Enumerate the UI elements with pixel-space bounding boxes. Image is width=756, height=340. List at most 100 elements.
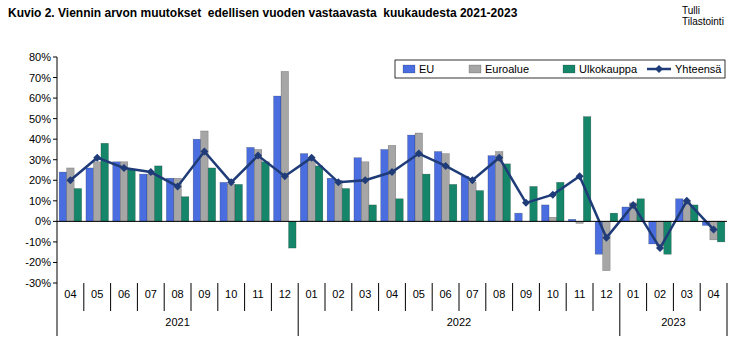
x-tick xyxy=(110,283,111,311)
legend-key xyxy=(563,65,575,73)
marker xyxy=(227,178,235,186)
x-tick xyxy=(459,283,460,311)
y-tick-label: -30% xyxy=(25,277,51,289)
marker xyxy=(710,226,718,234)
group-separator xyxy=(57,283,58,336)
y-tick xyxy=(53,118,57,119)
y-tick-label: 50% xyxy=(29,113,51,125)
legend-box xyxy=(395,60,725,78)
x-tick-label: 08 xyxy=(171,288,183,300)
bar xyxy=(710,221,718,239)
x-tick xyxy=(539,283,540,311)
marker xyxy=(415,150,423,158)
x-tick xyxy=(673,283,674,311)
x-tick-label: 11 xyxy=(574,288,585,300)
bar xyxy=(361,162,369,222)
x-tick-label: 06 xyxy=(439,288,451,300)
marker xyxy=(174,182,182,190)
bar xyxy=(610,213,618,221)
bar xyxy=(181,197,189,222)
x-tick-label: 11 xyxy=(252,288,263,300)
y-tick xyxy=(53,159,57,160)
bar xyxy=(423,174,431,221)
title: Kuvio 2. Viennin arvon muutokset edellis… xyxy=(8,6,518,20)
y-tick-label: 20% xyxy=(29,174,51,186)
bar xyxy=(74,188,82,221)
bar xyxy=(549,217,557,221)
y-tick xyxy=(53,98,57,99)
x-tick-label: 05 xyxy=(91,288,103,300)
x-tick xyxy=(485,283,486,311)
bar xyxy=(335,180,343,221)
bar xyxy=(469,182,477,221)
bar xyxy=(476,191,484,222)
marker xyxy=(388,168,396,176)
marker xyxy=(200,148,208,156)
bar xyxy=(408,135,416,221)
marker xyxy=(120,164,128,172)
y-tick xyxy=(53,180,57,181)
y-tick-label: 60% xyxy=(29,92,51,104)
marker xyxy=(683,197,691,205)
marker xyxy=(66,176,74,184)
bar xyxy=(262,162,270,222)
bar xyxy=(128,170,136,221)
chart: Kuvio 2. Viennin arvon muutokset edellis… xyxy=(0,0,756,340)
bar xyxy=(308,160,316,222)
bar xyxy=(247,147,255,221)
marker xyxy=(656,244,664,252)
bar xyxy=(120,162,128,222)
bar xyxy=(254,149,262,221)
bar xyxy=(717,221,725,242)
x-tick-label: 09 xyxy=(198,288,210,300)
marker xyxy=(495,154,503,162)
x-tick-label: 03 xyxy=(359,288,371,300)
y-tick-label: 80% xyxy=(29,51,51,63)
y-tick-label: 40% xyxy=(29,133,51,145)
bar xyxy=(530,186,538,221)
x-tick xyxy=(244,283,245,311)
marker xyxy=(576,172,584,180)
bar xyxy=(388,145,396,221)
y-tick xyxy=(53,221,57,222)
marker xyxy=(147,168,155,176)
bar xyxy=(274,96,282,221)
legend-key xyxy=(403,65,415,73)
y-tick xyxy=(53,262,57,263)
x-tick-label: 02 xyxy=(332,288,344,300)
x-tick xyxy=(432,283,433,311)
x-tick xyxy=(700,283,701,311)
bar xyxy=(369,205,377,221)
marker xyxy=(254,152,262,160)
legend-label: EU xyxy=(419,63,434,75)
x-tick-label: 06 xyxy=(118,288,130,300)
y-tick-label: -20% xyxy=(25,256,51,268)
bar xyxy=(381,149,389,221)
bar xyxy=(583,117,591,222)
bar xyxy=(515,213,523,221)
legend-key xyxy=(655,65,663,73)
x-tick-label: 04 xyxy=(64,288,76,300)
x-tick-label: 10 xyxy=(225,288,237,300)
x-tick-label: 05 xyxy=(413,288,425,300)
marker xyxy=(549,191,557,199)
y-tick-label: 70% xyxy=(29,72,51,84)
x-tick xyxy=(137,283,138,311)
bar xyxy=(140,174,148,221)
group-separator xyxy=(619,283,620,336)
group-label: 2021 xyxy=(165,316,189,328)
bar xyxy=(415,133,423,221)
marker xyxy=(602,234,610,242)
bar xyxy=(86,168,94,221)
group-separator xyxy=(298,283,299,336)
y-tick xyxy=(53,139,57,140)
source: Tilastointi xyxy=(682,16,724,27)
group-separator xyxy=(727,283,728,336)
y-axis xyxy=(57,57,58,283)
bar xyxy=(59,172,67,221)
marker xyxy=(334,178,342,186)
marker xyxy=(522,199,530,207)
legend-label: Ulkokauppa xyxy=(579,63,638,75)
legend: EUEuroalueUlkokauppaYhteensä xyxy=(395,60,725,78)
marker xyxy=(308,154,316,162)
